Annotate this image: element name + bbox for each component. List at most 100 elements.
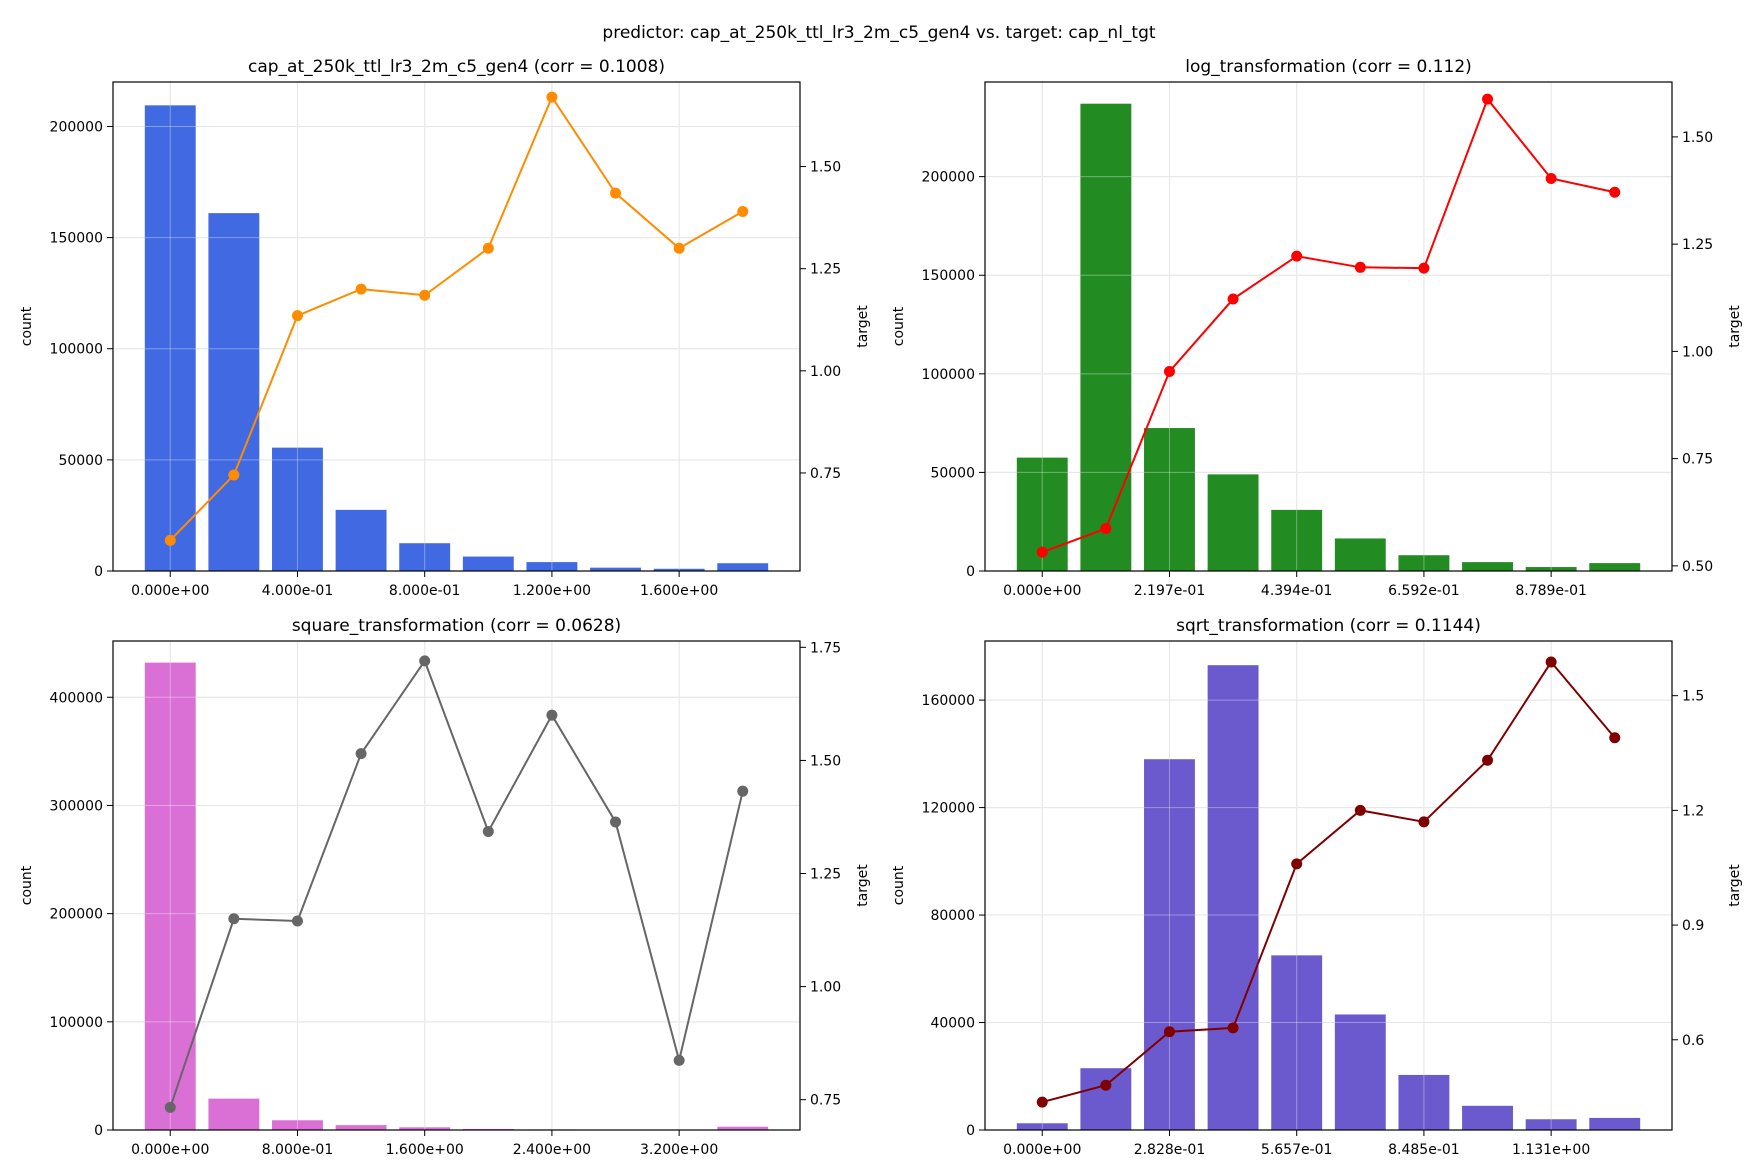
y-axis-label: count [19,865,35,905]
y2-tick-label: 1.2 [1682,803,1704,819]
chart-panel-2: 0 50000 100000 150000 200000 0.50 0.75 1.00 1.25… [891,57,1743,599]
count-bar [1144,428,1195,571]
count-bar [144,105,196,572]
count-bar [1334,538,1386,571]
count-bar [1016,1123,1068,1130]
target-point [419,289,431,301]
count-bar [653,568,705,571]
y-tick-label: 200000 [50,119,103,135]
y-tick-label: 0 [966,1123,975,1139]
target-point [1545,656,1557,668]
count-bar [1462,562,1513,571]
y-axis-label: count [19,306,35,346]
count-bar [1398,1074,1450,1130]
target-point [610,816,622,828]
y2-tick-label: 1.5 [1682,689,1704,705]
target-point [1163,1026,1175,1038]
chart-panel-1: 0 50000 100000 150000 200000 0.75 1.00 1.25 1.50… [19,57,871,599]
chart-panel-4: 0 40000 80000 120000 160000 0.6 0.9 1.2 1.5 0.000… [891,616,1743,1158]
target-point [1354,261,1366,273]
y2-tick-label: 1.50 [1682,130,1713,146]
target-point [737,785,749,797]
x-tick-label: 6.592e-01 [1388,583,1460,599]
count-bar [208,213,260,571]
panel-title: cap_at_250k_ttl_lr3_2m_c5_gen4 (corr = 0… [248,57,665,77]
target-point [673,242,685,254]
y-tick-label: 200000 [50,907,103,923]
target-point [1418,816,1430,828]
target-point [1227,1022,1239,1034]
target-point [1291,250,1303,262]
y2-tick-label: 1.00 [810,364,841,380]
target-line [169,658,744,1108]
y2-axis-label: target [855,305,871,348]
y2-tick-label: 1.00 [810,980,841,996]
x-tick-label: 1.131e+00 [1512,1142,1590,1158]
target-point [673,1054,685,1066]
target-point [1100,1079,1112,1091]
target-point [1609,186,1621,198]
y-tick-label: 50000 [930,465,975,481]
x-tick-label: 2.828e-01 [1134,1142,1206,1158]
x-tick-label: 0.000e+00 [1003,583,1081,599]
y-axis-label: count [891,865,907,905]
count-bar [144,662,196,1130]
count-bar [1462,1105,1513,1130]
target-point [1545,173,1557,185]
y-tick-label: 100000 [50,1015,103,1031]
target-point [737,206,749,218]
count-bar [335,509,387,571]
y-tick-label: 0 [94,1123,103,1139]
panel-title: sqrt_transformation (corr = 0.1144) [1176,616,1481,636]
target-point [291,310,303,322]
target-point [1227,293,1239,305]
y2-tick-label: 1.00 [1682,344,1713,360]
target-point [1482,754,1494,766]
x-tick-label: 8.789e-01 [1515,583,1587,599]
count-bar [462,556,514,571]
x-tick-label: 0.000e+00 [131,583,209,599]
y2-axis-label: target [1727,864,1743,907]
x-tick-label: 8.000e-01 [262,1142,334,1158]
count-bar [590,567,641,571]
target-point [164,534,176,546]
y-tick-label: 150000 [50,231,103,247]
y2-tick-label: 0.50 [1682,559,1713,575]
target-point [1163,366,1175,378]
target-point [1482,93,1494,105]
x-tick-label: 1.600e+00 [640,583,718,599]
y2-tick-label: 1.25 [1682,237,1713,253]
target-point [610,187,622,199]
count-bar [1398,555,1450,571]
y2-tick-label: 1.25 [810,262,841,278]
count-bar [272,447,323,571]
count-bar [1271,955,1323,1130]
y-tick-label: 80000 [930,908,975,924]
count-bar [1334,1014,1386,1130]
target-point [228,469,240,481]
count-bar [1589,1117,1641,1130]
x-tick-label: 5.657e-01 [1261,1142,1333,1158]
figure-suptitle: predictor: cap_at_250k_ttl_lr3_2m_c5_gen… [602,23,1155,43]
y-tick-label: 200000 [922,170,975,186]
target-point [1291,858,1303,870]
count-bar [272,1120,323,1130]
count-bar [399,543,451,571]
y2-tick-label: 1.50 [810,160,841,176]
y2-axis-label: target [855,864,871,907]
count-bar [399,1127,451,1130]
y-tick-label: 160000 [922,693,975,709]
count-bar [717,563,769,571]
target-point [228,913,240,925]
x-tick-label: 1.600e+00 [386,1142,464,1158]
count-bar [717,1126,769,1130]
count-bar [1144,759,1195,1130]
y2-tick-label: 0.75 [1682,452,1713,468]
target-point [1036,1096,1048,1108]
count-bar [1207,665,1259,1130]
count-bar [1589,563,1641,571]
target-point [546,91,558,103]
count-bar [1080,103,1132,571]
y2-tick-label: 0.75 [810,466,841,482]
